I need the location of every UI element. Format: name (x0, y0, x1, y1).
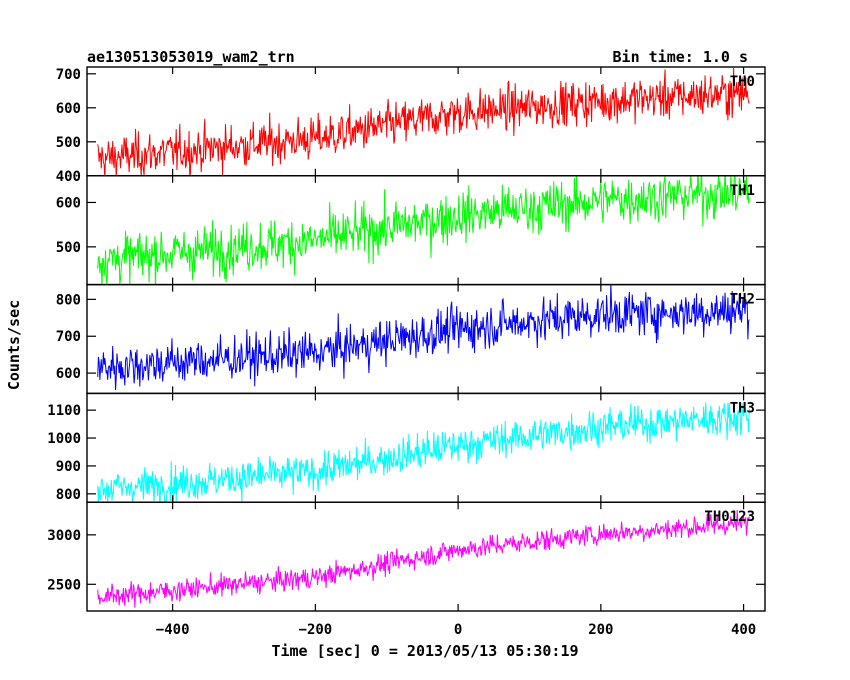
x-axis-label: Time [sec] 0 = 2013/05/13 05:30:19 (271, 642, 578, 660)
y-tick-label: 600 (56, 366, 81, 382)
x-tick-label: 400 (731, 622, 756, 638)
y-tick-label: 1000 (47, 431, 81, 447)
panel-th0123: 2500 3000 TH0123 (47, 501, 766, 612)
panel-th3: 800 900 1000 1100 TH3 (47, 392, 766, 503)
panel-tag: TH0123 (704, 509, 755, 525)
series-th0123-line (97, 509, 750, 608)
y-tick-label: 500 (56, 135, 81, 151)
y-tick-label: 700 (56, 67, 81, 83)
y-tick-label: 800 (56, 292, 81, 308)
x-tick-label: −400 (156, 622, 190, 638)
panel-frame (86, 392, 766, 503)
panel-tag: TH2 (730, 292, 755, 308)
y-tick-label: 400 (56, 169, 81, 185)
series-th0-line (97, 67, 750, 176)
x-tick-label: 200 (588, 622, 613, 638)
series-th1-line (97, 175, 750, 285)
series-th2-line (97, 284, 750, 390)
y-tick-label: 600 (56, 101, 81, 117)
x-tick-label: 0 (454, 622, 462, 638)
panel-tag: TH0 (730, 74, 755, 90)
y-tick-label: 700 (56, 329, 81, 345)
panels-group: 400 500 600 700 TH0 500 600 TH1 600 700 800 TH2 800 9… (47, 66, 766, 638)
y-tick-label: 1100 (47, 403, 81, 419)
y-tick-label: 3000 (47, 528, 81, 544)
panel-frame (86, 501, 766, 612)
chart-title-right: Bin time: 1.0 s (613, 48, 748, 66)
y-tick-label: 500 (56, 240, 81, 256)
y-tick-label: 600 (56, 195, 81, 211)
chart-title-left: ae130513053019_wam2_trn (87, 48, 295, 66)
x-tick-label: −200 (299, 622, 333, 638)
panel-tag: TH3 (730, 400, 755, 416)
panel-tag: TH1 (730, 183, 755, 199)
panel-th0: 400 500 600 700 TH0 (56, 66, 766, 185)
series-th3-line (97, 402, 750, 503)
y-axis-label: Counts/sec (5, 300, 23, 390)
panel-th1: 500 600 TH1 (56, 175, 766, 286)
y-tick-label: 900 (56, 459, 81, 475)
y-tick-label: 2500 (47, 577, 81, 593)
panel-th2: 600 700 800 TH2 (56, 283, 766, 395)
y-tick-label: 800 (56, 487, 81, 503)
